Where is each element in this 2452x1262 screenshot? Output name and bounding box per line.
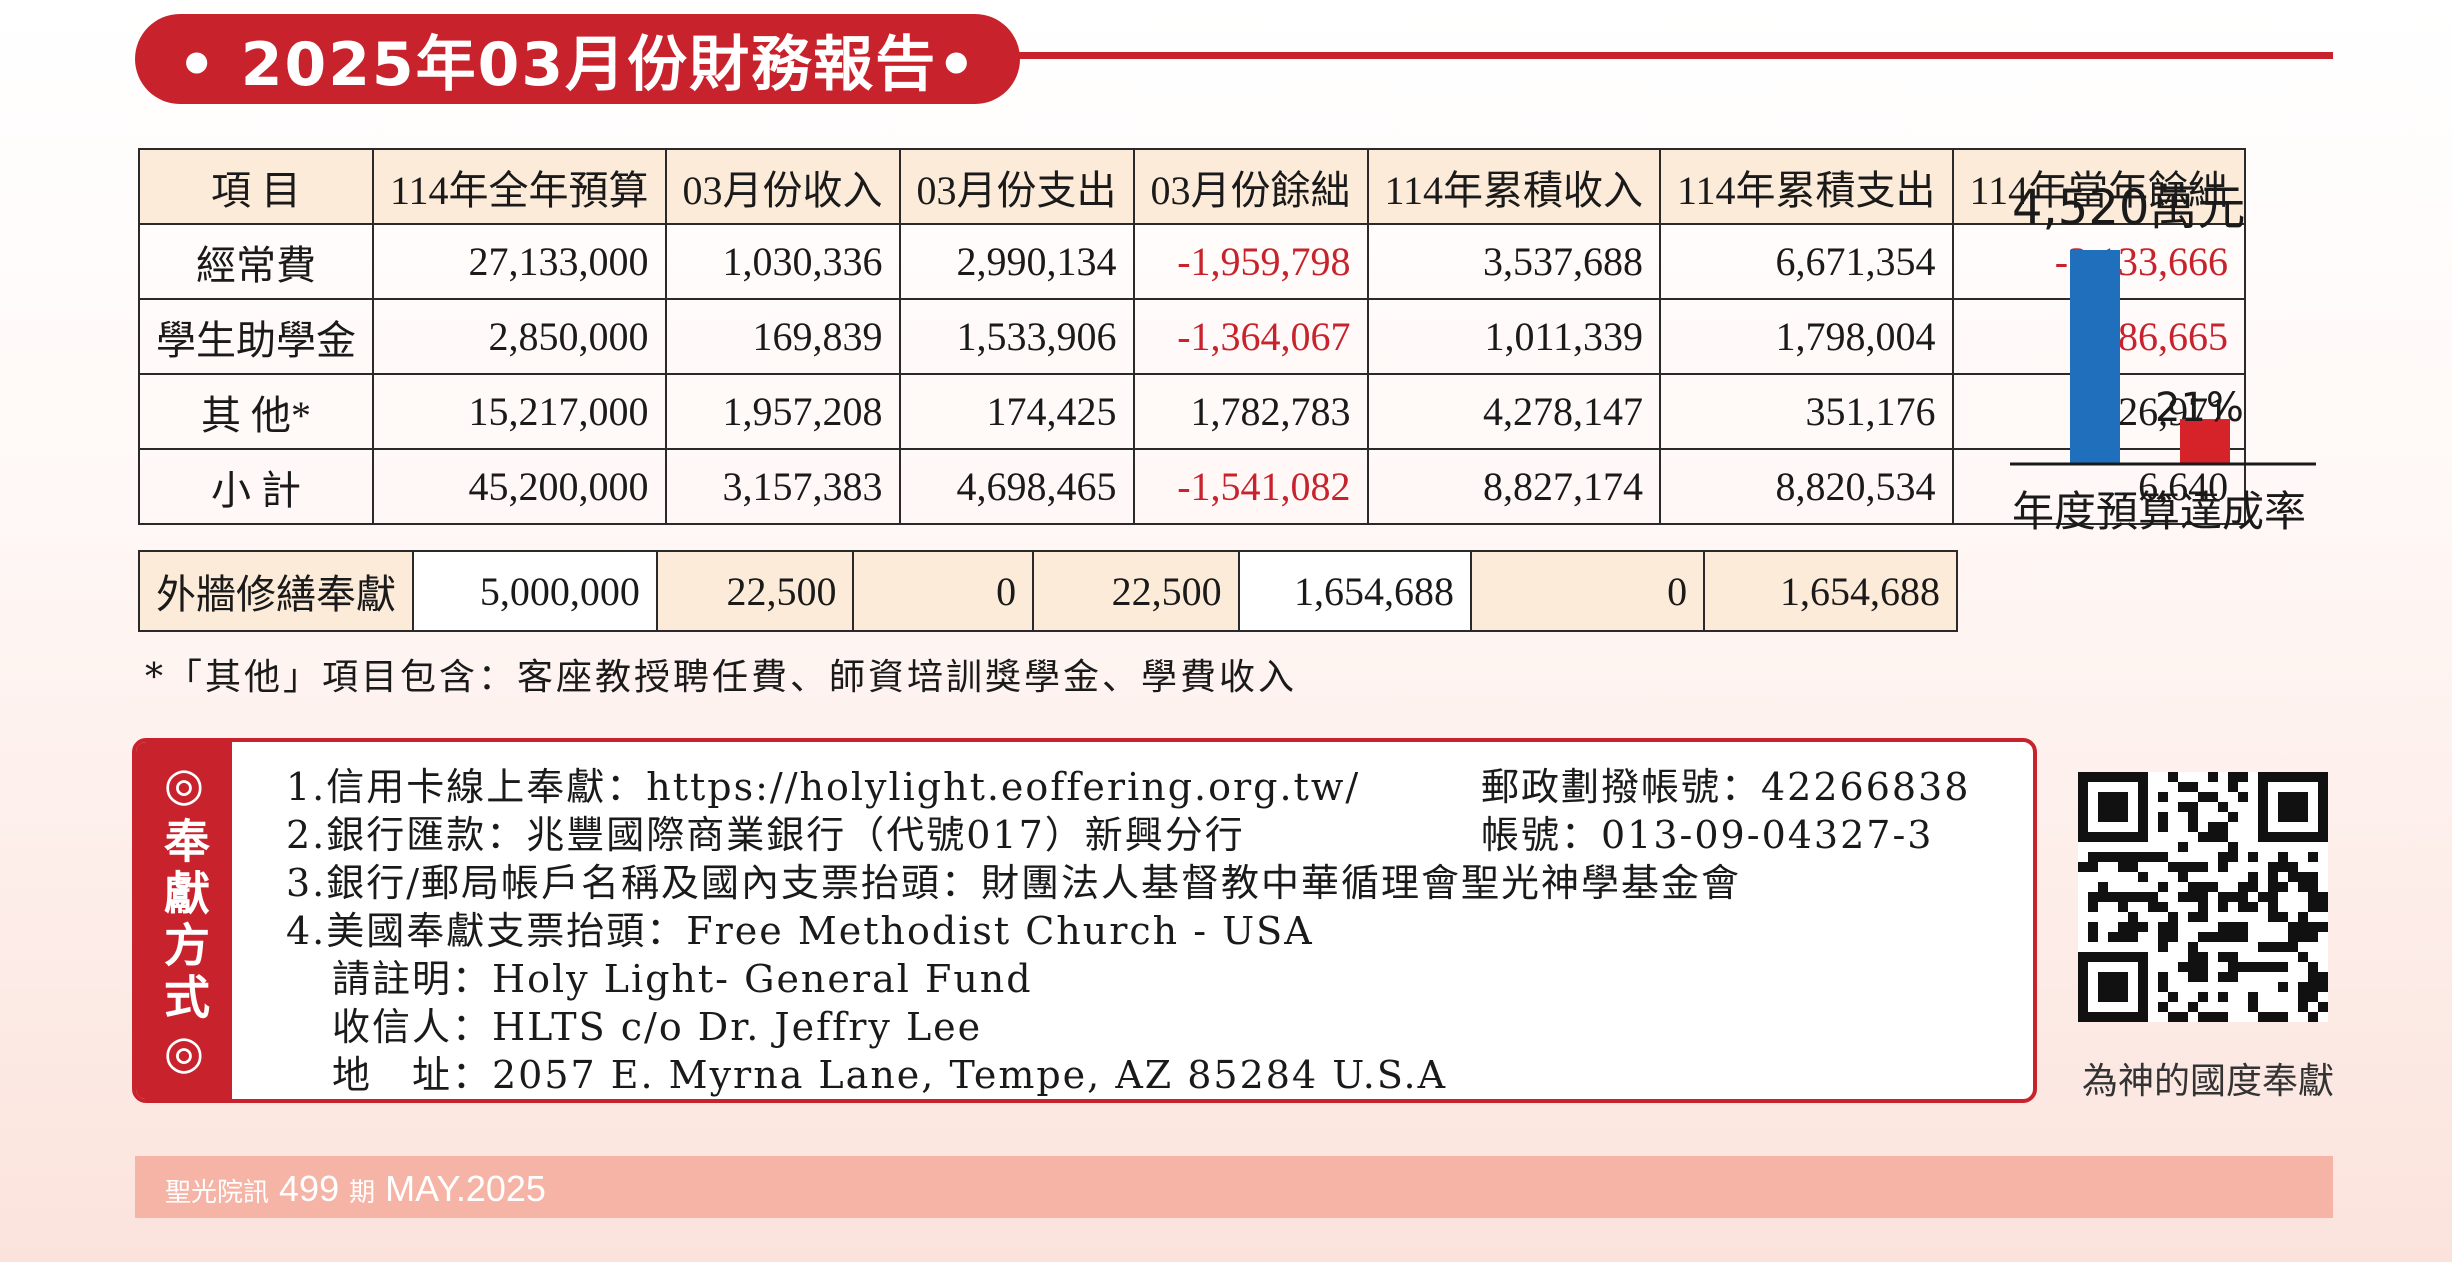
footnote: *「其他」項目包含：客座教授聘任費、師資培訓獎學金、學費收入	[145, 657, 1298, 698]
footer-band	[135, 1156, 2333, 1218]
postal-account: 郵政劃撥帳號：42266838	[1481, 765, 1971, 809]
qr-code-icon[interactable]	[2078, 772, 2328, 1022]
table-cell: 8,820,534	[1659, 448, 1954, 525]
offering-line-5: 請註明：Holy Light- General Fund	[332, 957, 1033, 1001]
table-cell: 45,200,000	[372, 448, 667, 525]
column-header: 114年累積收入	[1366, 148, 1662, 225]
offering-line-7: 地 址：2057 E. Myrna Lane, Tempe, AZ 85284 …	[332, 1053, 1448, 1097]
table-row: 小 計 45,200,000 3,157,383 4,698,465 -1,541,08…	[138, 448, 2247, 525]
row-label: 經常費	[138, 223, 374, 300]
footer-issue-number: 499	[279, 1168, 340, 1209]
column-header: 114年當年餘絀	[1951, 148, 2247, 225]
row-label: 外牆修繕奉獻	[138, 550, 414, 632]
offering-line-4: 4.美國奉獻支票抬頭：Free Methodist Church - USA	[286, 909, 1314, 953]
table-cell: 1,957,208	[664, 373, 901, 450]
table-cell: 5,000,000	[412, 550, 658, 632]
table-header-row: 項 目 114年全年預算 03月份收入 03月份支出 03月份餘絀 114年累積收入 114…	[138, 148, 2247, 225]
chart-title: 4,520萬元	[2012, 180, 2246, 236]
table-cell: -1,959,798	[1132, 223, 1369, 300]
table-cell: 22,500	[655, 550, 855, 632]
column-header: 03月份收入	[664, 148, 901, 225]
table-cell: 1,654,688	[1703, 550, 1958, 632]
offering-box: ◎奉獻方式◎ 1.信用卡線上奉獻：https://holylight.eoffe…	[132, 738, 2037, 1103]
table-cell: 2,990,134	[898, 223, 1135, 300]
table-cell: 8,827,174	[1366, 448, 1662, 525]
table-cell: 22,500	[1032, 550, 1240, 632]
footer-issue-unit: 期	[349, 1177, 376, 1207]
offering-line-2: 2.銀行匯款：兆豐國際商業銀行（代號017）新興分行	[286, 813, 1245, 857]
table-cell: 4,698,465	[898, 448, 1135, 525]
chart-bar-progress	[2180, 419, 2230, 464]
chart-data-label: 21%	[2155, 385, 2244, 431]
column-header: 03月份餘絀	[1132, 148, 1369, 225]
table-cell: 2,850,000	[372, 298, 667, 375]
table-cell: 1,011,339	[1366, 298, 1662, 375]
table-cell: 169,839	[664, 298, 901, 375]
table-cell: 1,030,336	[664, 223, 901, 300]
row-label: 學生助學金	[138, 298, 374, 375]
page-title: • 2025年03月份財務報告•	[135, 14, 1020, 104]
table-cell: 3,537,688	[1366, 223, 1662, 300]
budget-chart	[2010, 250, 2316, 466]
table-cell: 174,425	[898, 373, 1135, 450]
table-cell: 351,176	[1659, 373, 1954, 450]
table-row: 外牆修繕奉獻 5,000,000 22,500 0 22,500 1,654,688 0 1,…	[138, 550, 1958, 632]
column-header: 03月份支出	[898, 148, 1135, 225]
column-header-item: 項 目	[138, 148, 374, 225]
table-cell: -1,541,082	[1132, 448, 1369, 525]
table-cell: 6,671,354	[1659, 223, 1954, 300]
title-rule	[1010, 52, 2333, 59]
row-label: 小 計	[138, 448, 374, 525]
table-cell: 4,278,147	[1366, 373, 1662, 450]
chart-bar-budget	[2070, 250, 2120, 464]
table-row: 學生助學金 2,850,000 169,839 1,533,906 -1,364,067…	[138, 298, 2247, 375]
wall-repair-table: 外牆修繕奉獻 5,000,000 22,500 0 22,500 1,654,688 0 1,…	[138, 550, 1958, 632]
table-cell: 1,798,004	[1659, 298, 1954, 375]
table-cell: -1,364,067	[1132, 298, 1369, 375]
table-cell: 27,133,000	[372, 223, 667, 300]
column-header: 114年累積支出	[1659, 148, 1954, 225]
offering-side-label: ◎奉獻方式◎	[136, 742, 232, 1099]
footer-date: MAY.2025	[385, 1168, 546, 1209]
table-row: 其 他* 15,217,000 1,957,208 174,425 1,782,783 4…	[138, 373, 2247, 450]
qr-caption: 為神的國度奉獻	[2082, 1061, 2335, 1102]
table-cell: 1,782,783	[1132, 373, 1369, 450]
table-cell: 0	[852, 550, 1035, 632]
table-row: 經常費 27,133,000 1,030,336 2,990,134 -1,959,79…	[138, 223, 2247, 300]
offering-line-6: 收信人：HLTS c/o Dr. Jeffry Lee	[332, 1005, 983, 1049]
finance-table: 項 目 114年全年預算 03月份收入 03月份支出 03月份餘絀 114年累積收入 114…	[138, 148, 2247, 525]
table-cell: 15,217,000	[372, 373, 667, 450]
offering-side-text: ◎奉獻方式◎	[157, 756, 211, 1085]
row-label: 其 他*	[138, 373, 374, 450]
offering-line-3: 3.銀行/郵局帳戶名稱及國內支票抬頭：財團法人基督教中華循理會聖光神學基金會	[286, 861, 1742, 905]
bank-account: 帳號：013-09-04327-3	[1481, 813, 1934, 857]
table-cell: 1,533,906	[898, 298, 1135, 375]
column-header: 114年全年預算	[372, 148, 667, 225]
footer-publication: 聖光院訊	[165, 1177, 270, 1207]
table-cell: 1,654,688	[1237, 550, 1472, 632]
footer-issue: 聖光院訊 499 期 MAY.2025	[165, 1168, 546, 1210]
chart-caption: 年度預算達成率	[2012, 487, 2307, 536]
offering-line-1: 1.信用卡線上奉獻：https://holylight.eoffering.or…	[286, 765, 1361, 809]
table-cell: 3,157,383	[664, 448, 901, 525]
table-cell: 0	[1469, 550, 1706, 632]
